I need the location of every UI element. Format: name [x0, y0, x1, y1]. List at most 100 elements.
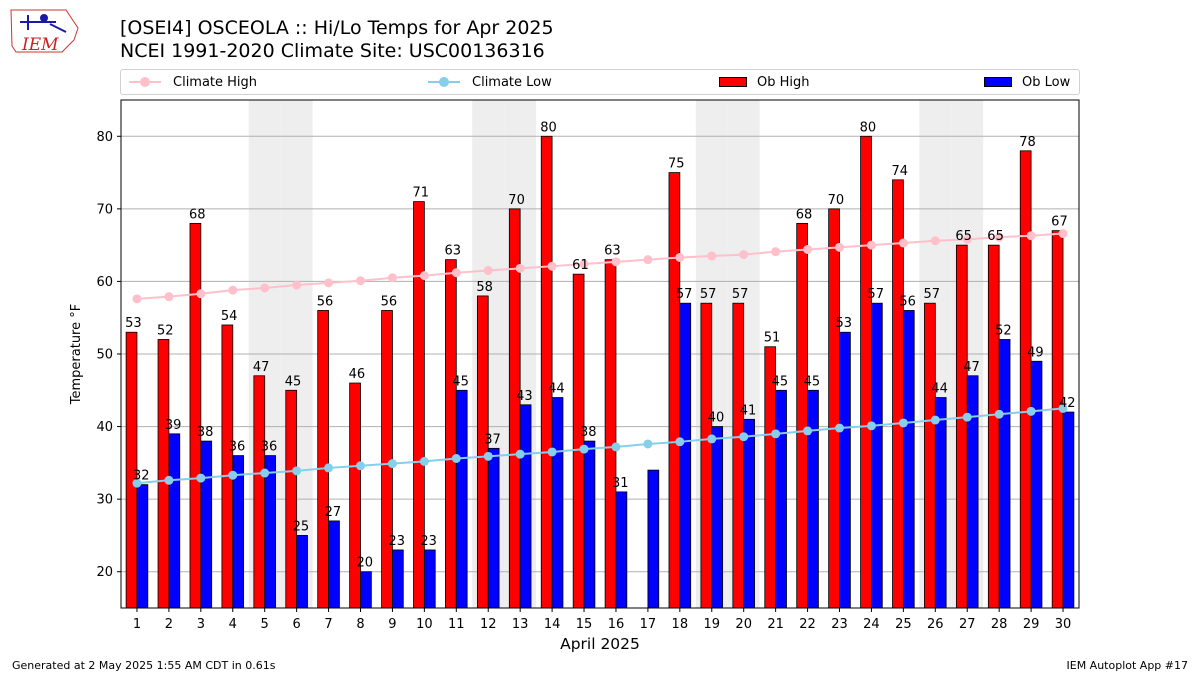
climate-low-point-15 — [579, 444, 589, 454]
climate-low-point-6 — [292, 466, 302, 476]
ob-low-label-27: 47 — [963, 360, 980, 375]
y-tick-label-80: 80 — [96, 130, 113, 145]
x-tick-label-21: 21 — [767, 617, 784, 632]
y-tick-label-70: 70 — [96, 202, 113, 217]
x-tick-label-9: 9 — [388, 617, 396, 632]
climate-low-point-27 — [962, 412, 972, 422]
ob-low-bar-8 — [360, 571, 372, 609]
ob-high-bar-20 — [732, 302, 745, 609]
ob-low-label-19: 40 — [708, 411, 725, 426]
ob-low-label-20: 41 — [740, 403, 757, 418]
climate-high-point-4 — [228, 285, 238, 295]
climate-low-point-8 — [356, 461, 365, 471]
climate-high-point-22 — [803, 244, 813, 254]
ob-high-bar-22 — [796, 222, 808, 609]
climate-high-point-12 — [483, 266, 493, 276]
ob-low-bar-27 — [966, 375, 979, 609]
x-tick-label-1: 1 — [133, 617, 141, 632]
climate-low-point-1 — [132, 478, 142, 488]
climate-low-point-13 — [515, 449, 525, 459]
ob-low-label-14: 44 — [548, 382, 565, 397]
climate-high-point-15 — [579, 259, 589, 269]
ob-low-bar-24 — [871, 302, 883, 609]
ob-high-label-11: 63 — [444, 244, 461, 259]
ob-high-bar-26 — [924, 302, 936, 609]
climate-high-point-27 — [962, 234, 972, 244]
x-tick-label-3: 3 — [197, 617, 205, 632]
ob-high-label-7: 56 — [317, 294, 334, 309]
ob-low-bar-18 — [679, 302, 692, 609]
ob-high-bar-28 — [987, 244, 1000, 609]
chart-subtitle: NCEI 1991-2020 Climate Site: USC00136316 — [120, 40, 545, 62]
ob-high-label-30: 67 — [1051, 215, 1068, 230]
climate-high-point-11 — [451, 268, 461, 278]
ob-low-bar-10 — [423, 549, 436, 609]
legend-ob-low-swatch — [984, 77, 1012, 87]
climate-low-point-9 — [387, 459, 397, 469]
ob-low-bar-23 — [839, 331, 851, 609]
ob-low-label-12: 37 — [484, 432, 501, 447]
climate-low-point-3 — [196, 473, 206, 483]
climate-high-point-29 — [1026, 231, 1036, 241]
x-tick-label-14: 14 — [544, 617, 561, 632]
ob-high-label-20: 57 — [732, 287, 749, 302]
legend-climate-low: Climate Low — [426, 73, 552, 91]
ob-high-bar-3 — [189, 222, 202, 609]
ob-high-label-5: 47 — [253, 360, 270, 375]
ob-high-label-9: 56 — [381, 294, 398, 309]
ob-low-bar-16 — [615, 491, 628, 609]
climate-high-point-3 — [196, 289, 206, 299]
ob-low-bar-12 — [487, 447, 500, 609]
ob-high-bar-14 — [540, 135, 553, 609]
ob-high-label-29: 78 — [1019, 135, 1036, 150]
x-tick-label-29: 29 — [1023, 617, 1040, 632]
ob-low-bar-14 — [551, 397, 564, 609]
x-tick-label-18: 18 — [672, 617, 689, 632]
ob-high-bar-19 — [700, 302, 713, 609]
climate-high-point-19 — [707, 251, 717, 261]
climate-low-point-16 — [611, 442, 621, 452]
climate-high-point-1 — [132, 294, 142, 304]
x-tick-label-13: 13 — [512, 617, 529, 632]
ob-low-bar-22 — [807, 389, 819, 609]
ob-high-bar-27 — [955, 244, 968, 609]
ob-high-label-10: 71 — [413, 186, 430, 201]
climate-high-point-23 — [835, 242, 844, 252]
legend-climate-high-marker — [127, 73, 163, 91]
ob-high-bar-18 — [668, 172, 681, 609]
x-axis-label: April 2025 — [560, 635, 640, 653]
x-tick-label-26: 26 — [927, 617, 944, 632]
y-tick-label-60: 60 — [96, 275, 113, 290]
x-tick-label-25: 25 — [895, 617, 912, 632]
climate-high-point-10 — [419, 271, 429, 281]
ob-high-label-1: 53 — [125, 316, 142, 331]
ob-high-bar-8 — [349, 382, 361, 609]
ob-high-bar-4 — [221, 324, 234, 609]
climate-high-point-14 — [547, 261, 557, 271]
y-tick-label-20: 20 — [96, 565, 113, 580]
climate-high-point-9 — [387, 273, 397, 283]
climate-low-point-18 — [675, 437, 685, 447]
ob-low-bar-28 — [998, 339, 1011, 609]
x-tick-label-17: 17 — [640, 617, 657, 632]
legend-ob-low-label: Ob Low — [1022, 74, 1071, 90]
ob-low-bar-21 — [775, 389, 787, 609]
climate-high-point-25 — [898, 238, 908, 248]
ob-low-bar-17 — [647, 469, 660, 609]
ob-high-label-8: 46 — [349, 367, 366, 382]
legend-climate-low-label: Climate Low — [472, 74, 552, 90]
climate-low-point-25 — [898, 418, 908, 428]
ob-low-label-9: 23 — [388, 534, 405, 549]
legend-ob-low: Ob Low — [984, 73, 1070, 91]
chart-legend: Climate High Climate Low Ob High Ob Low — [120, 69, 1080, 95]
ob-high-label-13: 70 — [508, 193, 525, 208]
ob-high-label-24: 80 — [860, 120, 877, 135]
ob-low-bar-6 — [296, 535, 308, 609]
x-tick-label-15: 15 — [576, 617, 593, 632]
ob-low-label-22: 45 — [804, 374, 821, 389]
y-tick-label-40: 40 — [96, 420, 113, 435]
ob-high-label-2: 52 — [157, 323, 174, 338]
climate-low-point-28 — [994, 409, 1004, 419]
climate-high-point-21 — [771, 247, 781, 257]
